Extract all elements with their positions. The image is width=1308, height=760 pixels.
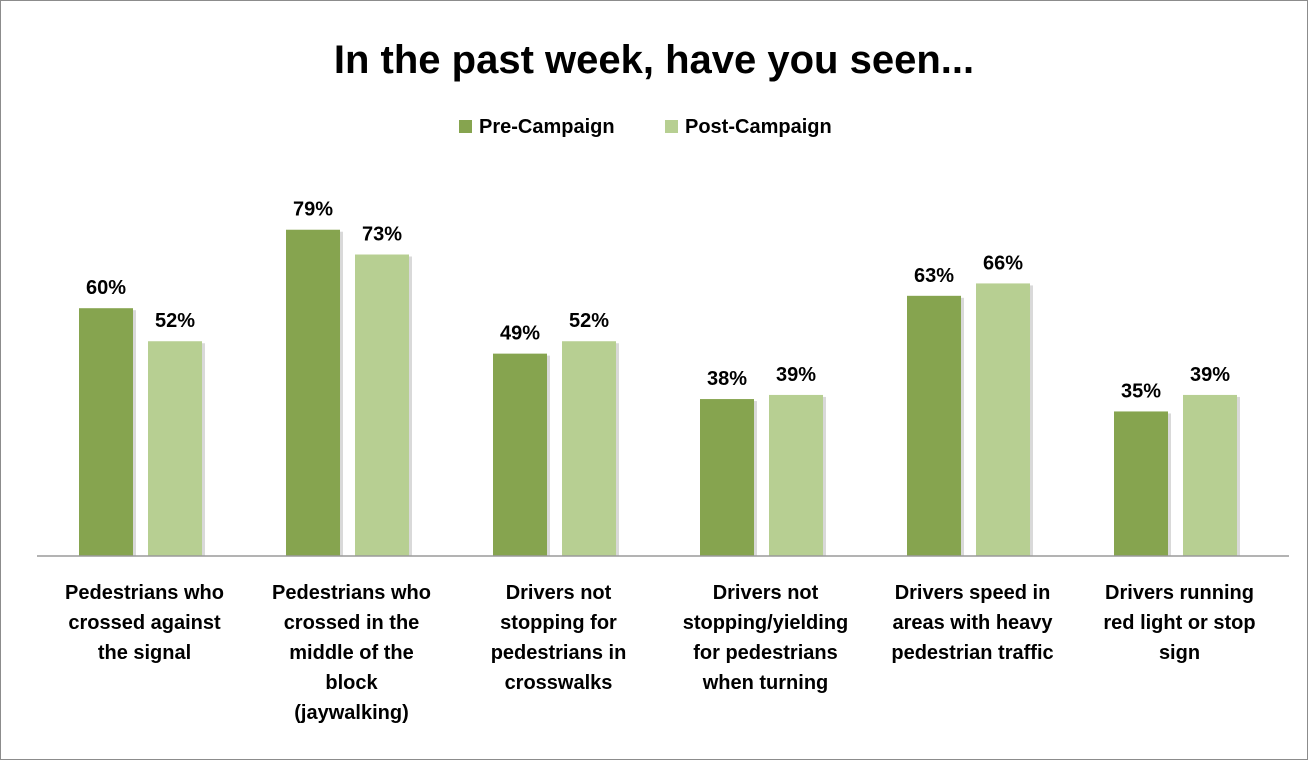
data-label-post-1: 73% (362, 224, 402, 246)
category-label-0: Pedestrians who crossed against the signal (65, 582, 224, 664)
category-label-3: Drivers not stopping/yielding for pedestri… (683, 582, 849, 694)
category-label-line: pedestrian traffic (891, 642, 1053, 664)
data-label-post-2: 52% (569, 310, 609, 332)
category-label-5: Drivers running red light or stop sign (1103, 582, 1255, 664)
bar-pre-3 (700, 399, 754, 556)
data-label-pre-0: 60% (86, 277, 126, 299)
category-label-line: Drivers running (1105, 582, 1254, 604)
bar-pre-0 (79, 308, 133, 556)
category-label-line: when turning (702, 672, 829, 694)
bar-pre-4 (907, 295, 961, 556)
data-label-pre-3: 38% (707, 368, 747, 390)
data-label-pre-5: 35% (1121, 380, 1161, 402)
bar-pre-1 (286, 229, 340, 557)
category-label-line: crossed in the (284, 612, 420, 634)
category-label-line: Pedestrians who (272, 582, 431, 604)
category-label-line: crosswalks (505, 672, 613, 694)
category-label-line: Drivers not (713, 582, 819, 604)
category-label-line: areas with heavy (892, 612, 1053, 634)
category-label-line: Drivers speed in (895, 582, 1051, 604)
bar-post-0 (148, 341, 202, 556)
bar-post-5 (1183, 394, 1237, 556)
data-label-pre-1: 79% (293, 199, 333, 221)
category-label-line: middle of the (289, 642, 413, 664)
legend: Pre-Campaign Post-Campaign (459, 116, 832, 138)
category-label-line: sign (1159, 642, 1200, 664)
category-label-line: for pedestrians (693, 642, 837, 664)
legend-swatch-0 (459, 120, 472, 133)
bar-pre-5 (1114, 411, 1168, 556)
chart-title: In the past week, have you seen... (334, 38, 974, 82)
category-label-line: Pedestrians who (65, 582, 224, 604)
data-label-pre-2: 49% (500, 323, 540, 345)
category-label-line: crossed against (68, 612, 221, 634)
bar-pre-2 (493, 353, 547, 556)
bar-post-3 (769, 394, 823, 556)
category-label-line: red light or stop (1103, 612, 1255, 634)
category-label-line: Drivers not (506, 582, 612, 604)
category-label-2: Drivers not stopping for pedestrians in cro… (491, 582, 627, 694)
category-label-line: (jaywalking) (294, 702, 408, 724)
legend-swatch-1 (665, 120, 678, 133)
legend-label-1: Post-Campaign (685, 116, 832, 138)
data-label-post-4: 66% (983, 252, 1023, 274)
data-label-post-3: 39% (776, 364, 816, 386)
category-label-line: stopping/yielding (683, 612, 849, 634)
category-label-line: block (325, 672, 378, 694)
category-labels: Pedestrians who crossed against the signal… (65, 582, 1256, 724)
category-label-line: the signal (98, 642, 191, 664)
bar-post-1 (355, 254, 409, 556)
data-label-pre-4: 63% (914, 265, 954, 287)
data-label-post-5: 39% (1190, 364, 1230, 386)
bar-post-4 (976, 283, 1030, 556)
category-label-line: pedestrians in (491, 642, 627, 664)
category-label-1: Pedestrians who crossed in the middle of t… (272, 582, 431, 724)
bar-post-2 (562, 341, 616, 556)
data-label-post-0: 52% (155, 310, 195, 332)
category-label-line: stopping for (500, 612, 617, 634)
legend-label-0: Pre-Campaign (479, 116, 615, 138)
bars-group: 60% 52% 79% 73% 49% 52% 38% 39% 63% 66% 35% 39% (79, 199, 1240, 557)
category-label-4: Drivers speed in areas with heavy pedestri… (891, 582, 1053, 664)
